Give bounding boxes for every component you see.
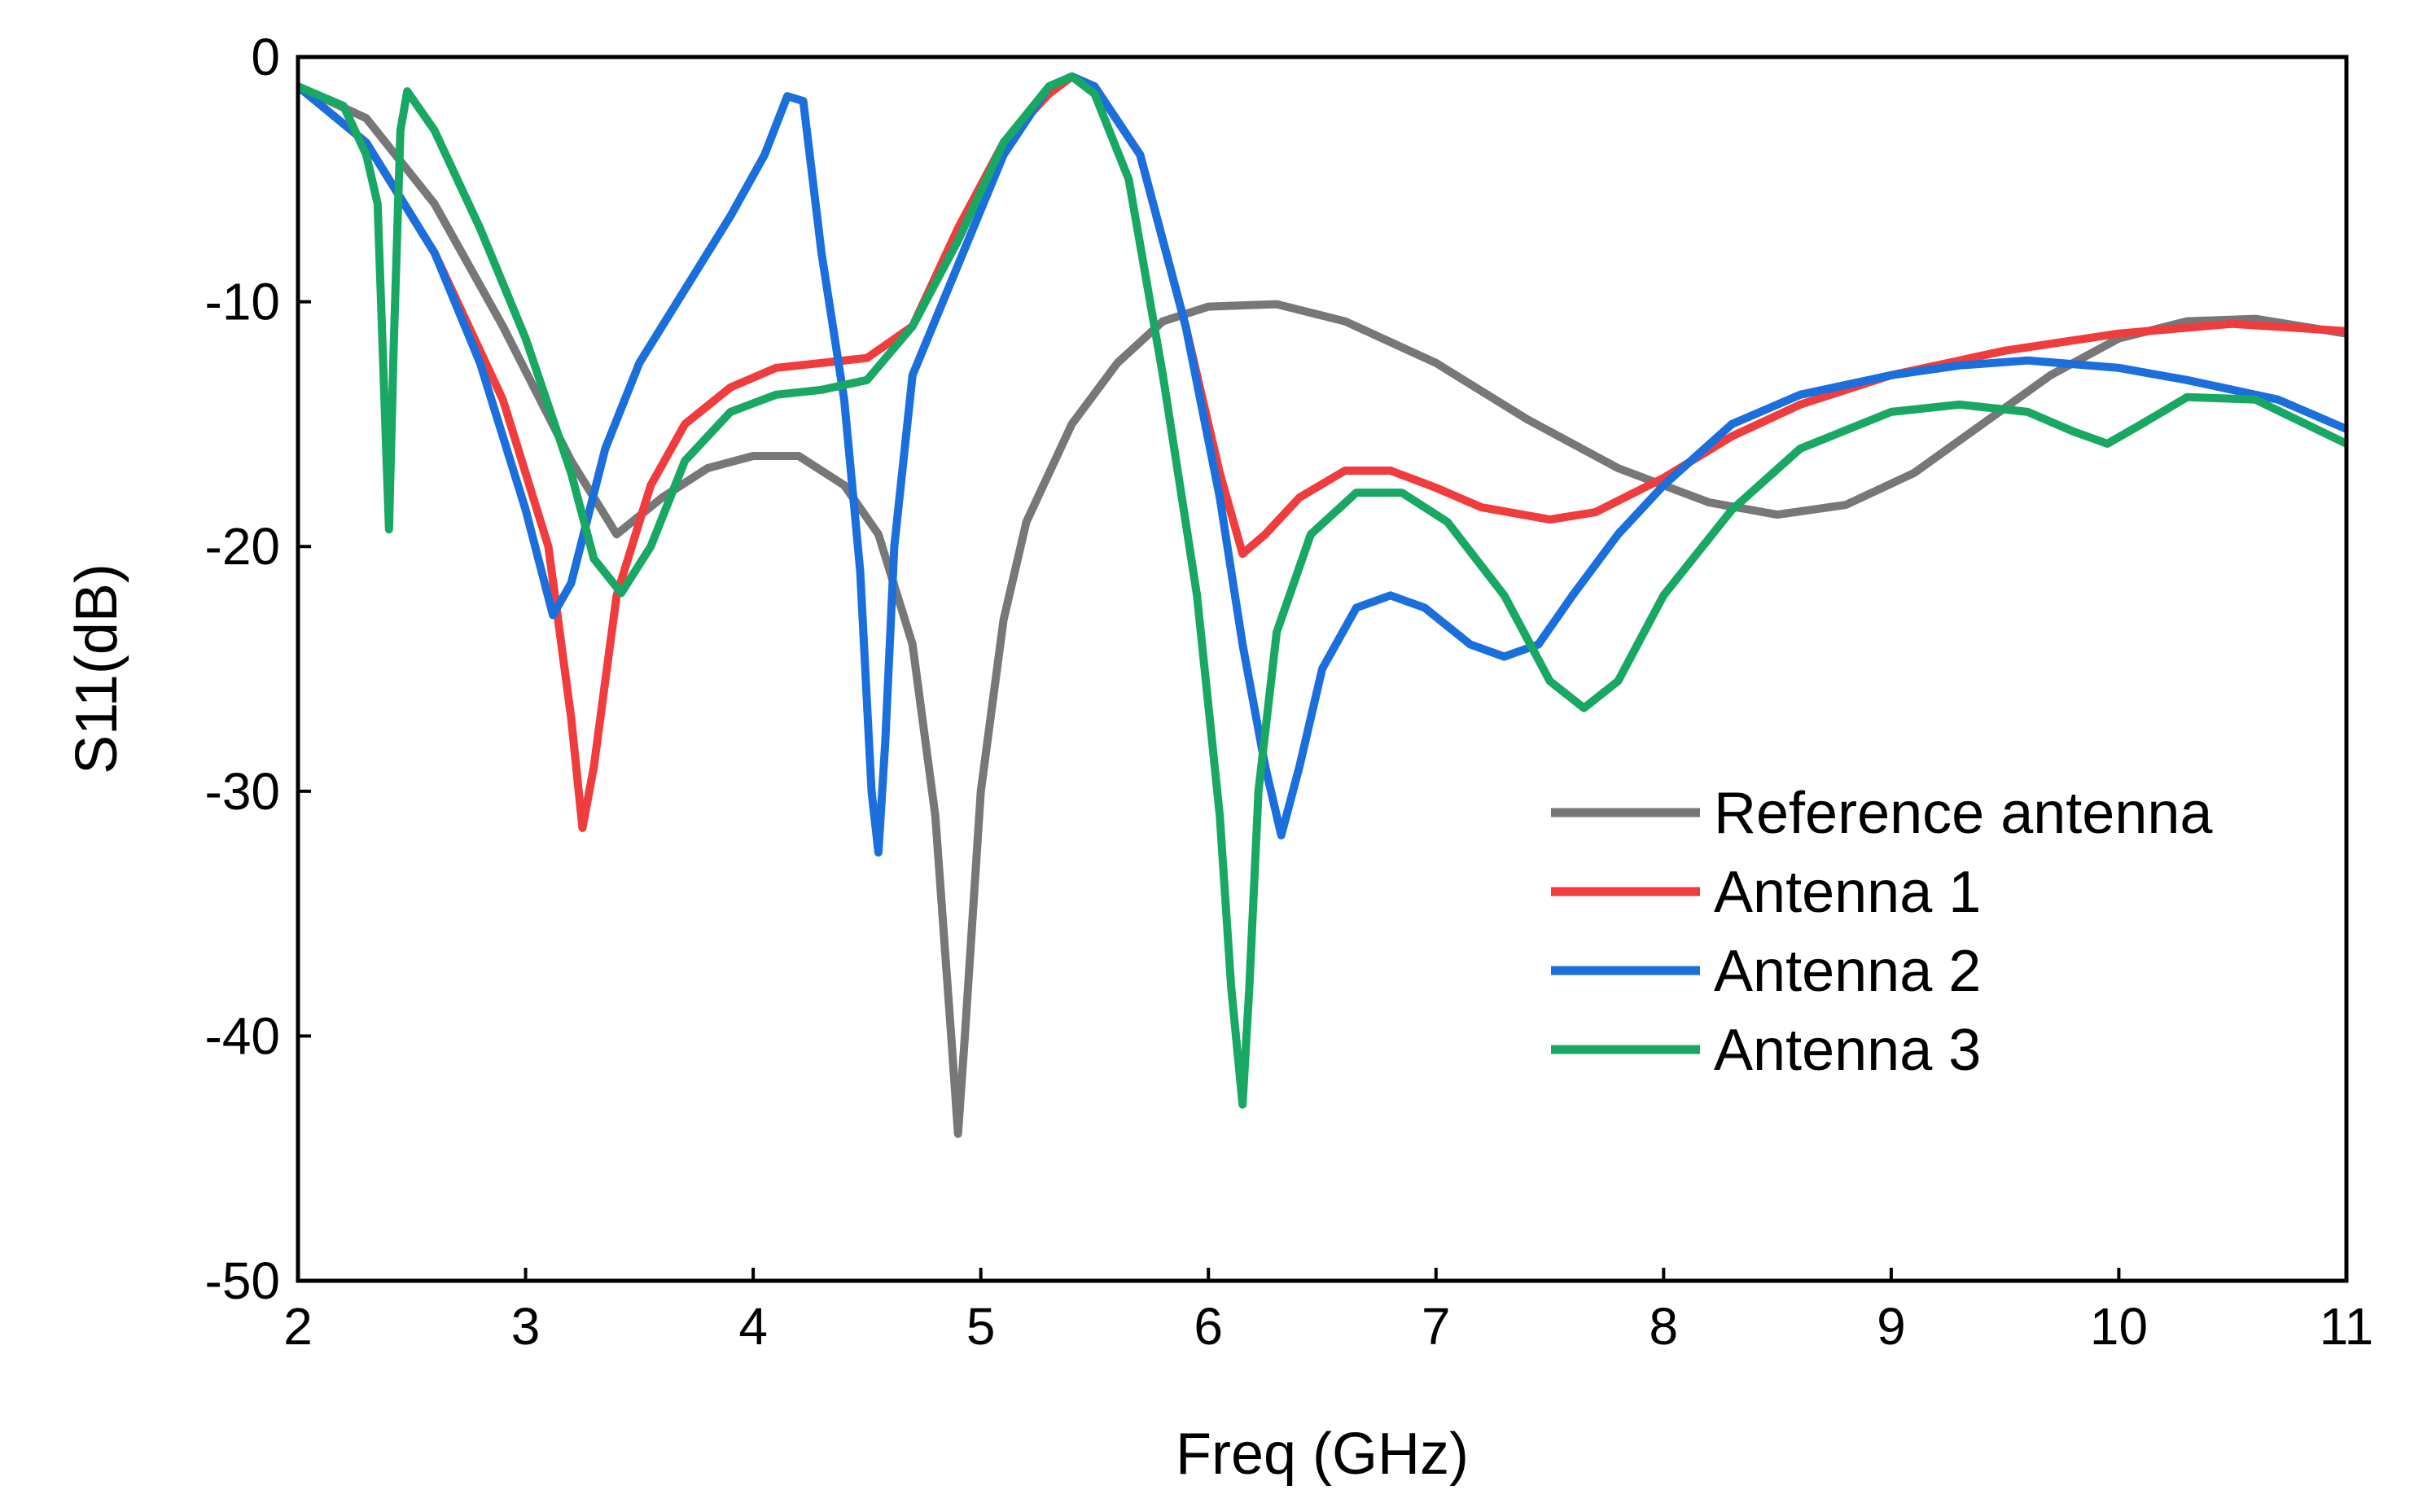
legend-label-4: Antenna 3 [1714,1018,1981,1083]
x-tick-label: 9 [1877,1297,1906,1356]
y-tick-label: -30 [205,762,281,821]
series-line-4 [298,72,2346,1109]
y-tick-label: 0 [251,28,280,86]
axis-ticks: 2 3 4 5 6 7 8 9 10 11 0 -10 -20 -30 -40 -50 [205,28,2374,1356]
x-tick-label: 4 [738,1297,768,1356]
y-tick-label: -50 [205,1251,281,1310]
legend: Reference antenna Antenna 1 Antenna 2 Anten… [1551,781,2213,1083]
series-line-3 [298,72,2346,857]
series-line-1 [298,82,2346,1138]
x-tick-label: 5 [966,1297,996,1356]
legend-label-1: Reference antenna [1714,781,2213,846]
x-tick-label: 10 [2090,1297,2148,1356]
x-axis-title: Freq (GHz) [1176,1422,1469,1487]
x-tick-label: 8 [1649,1297,1679,1356]
series-layer [298,72,2346,1138]
x-tick-label: 3 [511,1297,541,1356]
legend-label-2: Antenna 1 [1714,860,1981,925]
plot-area-frame [296,55,2349,1283]
x-tick-label: 11 [2320,1297,2373,1356]
x-tick-label: 2 [283,1297,313,1356]
y-tick-label: -10 [205,273,281,331]
y-axis-title: S11(dB) [64,563,129,774]
legend-label-3: Antenna 2 [1714,939,1981,1004]
y-tick-label: -40 [205,1006,281,1065]
y-tick-label: -20 [205,517,281,576]
x-tick-label: 7 [1422,1297,1451,1356]
x-tick-label: 6 [1194,1297,1223,1356]
